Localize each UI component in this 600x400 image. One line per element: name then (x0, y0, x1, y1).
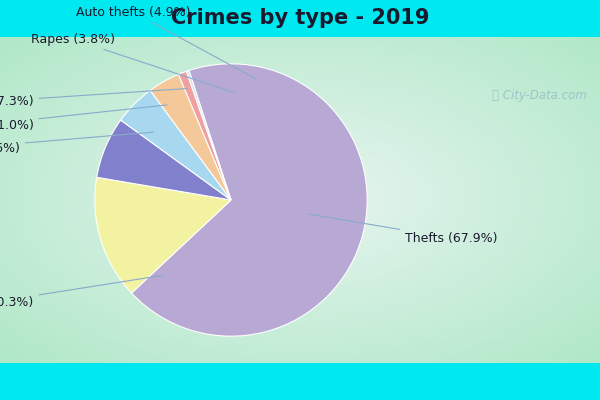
Text: Auto thefts (4.9%): Auto thefts (4.9%) (76, 6, 256, 79)
Wedge shape (187, 70, 231, 200)
Wedge shape (95, 177, 231, 293)
Text: Assaults (7.3%): Assaults (7.3%) (0, 88, 187, 108)
Wedge shape (178, 71, 231, 200)
Text: Rapes (3.8%): Rapes (3.8%) (31, 33, 235, 93)
Wedge shape (131, 64, 367, 336)
Text: Thefts (67.9%): Thefts (67.9%) (308, 214, 498, 245)
Wedge shape (150, 74, 231, 200)
Text: Crimes by type - 2019: Crimes by type - 2019 (171, 8, 429, 28)
Text: ⓘ City-Data.com: ⓘ City-Data.com (492, 89, 587, 102)
Text: Burglaries (14.6%): Burglaries (14.6%) (0, 132, 154, 155)
Wedge shape (121, 90, 231, 200)
Text: Arson (0.3%): Arson (0.3%) (0, 275, 163, 309)
Wedge shape (97, 120, 231, 200)
Text: Robberies (1.0%): Robberies (1.0%) (0, 105, 167, 132)
